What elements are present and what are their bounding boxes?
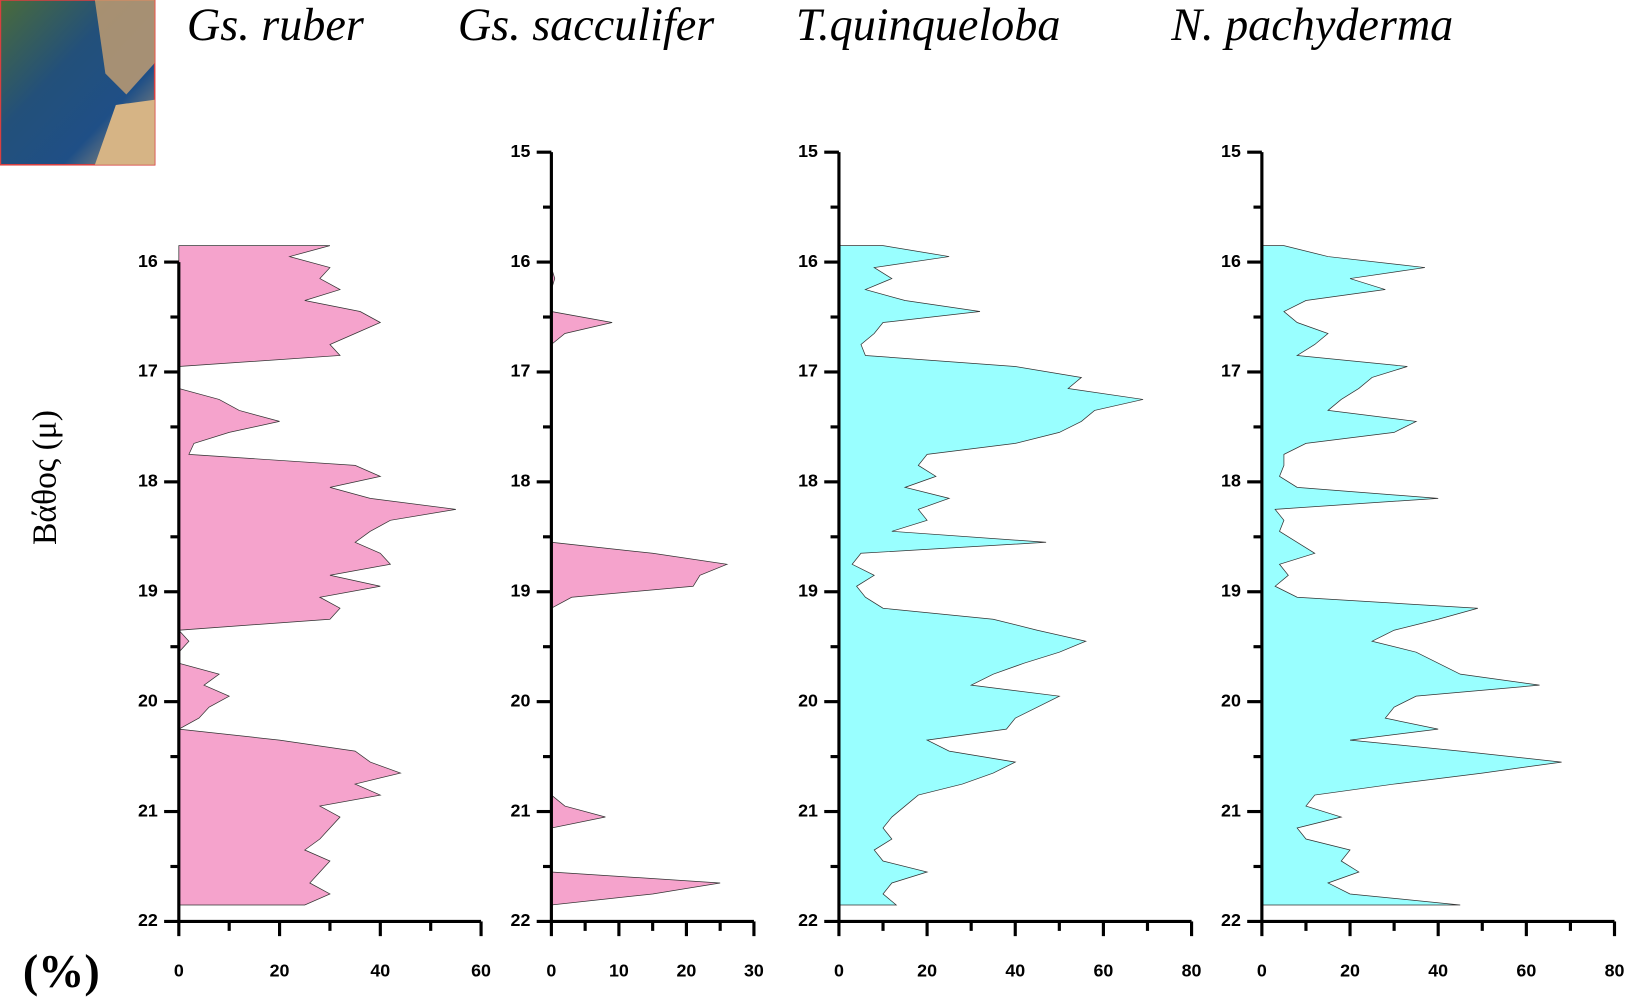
y-tick-label: 20: [138, 690, 158, 710]
y-tick-label: 21: [138, 800, 158, 820]
x-tick-label: 40: [1428, 961, 1448, 981]
y-axis-label: Βάθος (μ): [26, 410, 63, 545]
y-tick-label: 18: [1221, 471, 1241, 491]
y-tick-label: 16: [798, 251, 818, 271]
x-tick-label: 20: [1340, 961, 1360, 981]
x-tick-label: 80: [1605, 961, 1625, 981]
y-tick-label: 22: [511, 910, 531, 930]
y-tick-label: 19: [138, 580, 158, 600]
x-tick-label: 40: [370, 961, 390, 981]
y-tick-label: 21: [798, 800, 818, 820]
x-tick-label: 0: [174, 961, 184, 981]
x-tick-label: 60: [1093, 961, 1113, 981]
y-tick-label: 18: [138, 471, 158, 491]
area: [838, 245, 1144, 906]
x-tick-label: 20: [917, 961, 937, 981]
y-tick-label: 18: [511, 471, 531, 491]
x-tick-label: 20: [270, 961, 290, 981]
y-tick-label: 17: [798, 361, 818, 381]
x-tick-label: 0: [1257, 961, 1267, 981]
map-land: [94, 99, 155, 165]
x-tick-label: 60: [1516, 961, 1536, 981]
x-tick-label: 30: [744, 961, 764, 981]
y-tick-label: 16: [138, 251, 158, 271]
y-tick-label: 18: [798, 471, 818, 491]
y-tick-label: 15: [511, 141, 531, 161]
panel-title: Gs. ruber: [187, 0, 365, 50]
y-tick-label: 22: [798, 910, 818, 930]
x-tick-label: 0: [834, 961, 844, 981]
y-tick-label: 15: [798, 141, 818, 161]
y-tick-label: 21: [511, 800, 531, 820]
x-tick-label: 60: [471, 961, 491, 981]
y-tick-label: 19: [798, 580, 818, 600]
y-tick-label: 20: [511, 690, 531, 710]
area: [551, 245, 729, 906]
y-tick-label: 22: [138, 910, 158, 930]
y-tick-label: 17: [1221, 361, 1241, 381]
y-tick-label: 19: [1221, 580, 1241, 600]
y-tick-label: 20: [1221, 690, 1241, 710]
map-land: [94, 0, 155, 95]
y-tick-label: 19: [511, 580, 531, 600]
unit-label: (%): [23, 946, 100, 997]
y-tick-label: 17: [511, 361, 531, 381]
y-tick-label: 16: [1221, 251, 1241, 271]
panel-title: N. pachyderma: [1170, 0, 1453, 50]
y-tick-label: 20: [798, 690, 818, 710]
y-tick-label: 21: [1221, 800, 1241, 820]
panel-title: Gs. sacculifer: [458, 0, 715, 50]
y-tick-label: 15: [1221, 141, 1241, 161]
area: [1261, 245, 1562, 906]
y-tick-label: 22: [1221, 910, 1241, 930]
x-tick-label: 10: [609, 961, 629, 981]
x-tick-label: 80: [1182, 961, 1202, 981]
area: [177, 245, 456, 906]
x-tick-label: 20: [676, 961, 696, 981]
x-tick-label: 40: [1005, 961, 1025, 981]
y-tick-label: 17: [138, 361, 158, 381]
panel-title: T.quinqueloba: [796, 0, 1061, 50]
y-tick-label: 16: [511, 251, 531, 271]
x-tick-label: 0: [546, 961, 556, 981]
